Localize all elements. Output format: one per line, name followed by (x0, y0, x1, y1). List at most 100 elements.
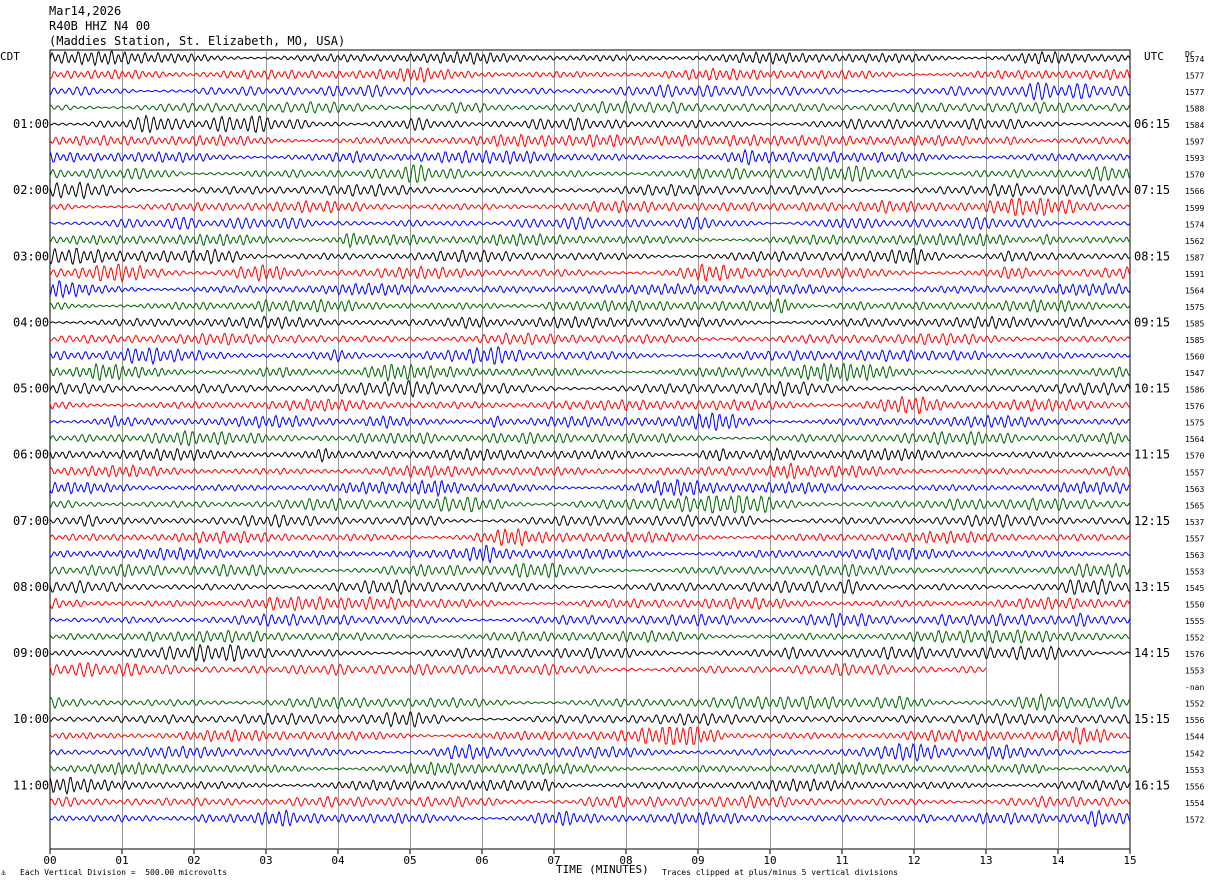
left-hour-label: 02:00 (13, 183, 49, 197)
left-hour-label: 09:00 (13, 646, 49, 660)
dc-offset-label: 1556 (1185, 716, 1204, 725)
dc-offset-label: 1555 (1185, 617, 1204, 626)
x-tick-label: 09 (691, 854, 704, 867)
x-tick-label: 05 (403, 854, 416, 867)
dc-offset-label: 1563 (1185, 551, 1204, 560)
left-hour-label: 03:00 (13, 249, 49, 263)
seismic-trace (49, 380, 1131, 398)
left-hour-label: 08:00 (13, 580, 49, 594)
footer-corner-mark: ⚓ (1, 868, 6, 877)
dc-offset-label: 1564 (1185, 286, 1204, 295)
dc-offset-label: 1554 (1185, 799, 1204, 808)
seismic-trace (49, 114, 1131, 134)
dc-offset-label: 1575 (1185, 419, 1204, 428)
dc-offset-label: 1588 (1185, 105, 1204, 114)
seismic-trace (49, 578, 1131, 596)
dc-offset-label: 1562 (1185, 237, 1204, 246)
seismic-trace (49, 263, 1131, 283)
seismic-trace (49, 794, 1131, 809)
x-tick-label: 04 (331, 854, 345, 867)
seismic-trace (49, 429, 1131, 447)
x-axis-label: TIME (MINUTES) (556, 863, 649, 876)
left-hour-label: 06:00 (13, 448, 49, 462)
x-tick-label: 15 (1123, 854, 1136, 867)
seismic-trace (49, 513, 1131, 529)
dc-offset-label: 1577 (1185, 72, 1204, 81)
seismic-trace (49, 809, 1131, 828)
seismic-trace (49, 315, 1131, 330)
seismic-trace (49, 148, 1131, 166)
dc-offset-label: 1553 (1185, 766, 1204, 775)
right-hour-label: 07:15 (1134, 183, 1170, 197)
seismic-trace (49, 742, 1131, 762)
seismic-trace (49, 197, 1131, 217)
x-tick-label: 02 (187, 854, 200, 867)
right-hour-label: 08:15 (1134, 249, 1170, 263)
seismic-trace (49, 661, 987, 678)
dc-offset-label: 1537 (1185, 518, 1204, 527)
x-tick-label: 11 (835, 854, 848, 867)
dc-offset-label: 1585 (1185, 319, 1204, 328)
dc-offset-label: 1557 (1185, 468, 1204, 477)
left-hour-label: 10:00 (13, 712, 49, 726)
dc-offset-label: 1545 (1185, 584, 1204, 593)
dc-offset-label: 1577 (1185, 88, 1204, 97)
dc-offset-label: 1586 (1185, 386, 1204, 395)
seismic-trace (49, 447, 1131, 463)
plot-frame (49, 49, 1131, 850)
x-tick-label: 03 (259, 854, 272, 867)
seismic-trace (49, 412, 1131, 432)
header-station-code: R40B HHZ N4 00 (49, 19, 151, 33)
seismic-trace (49, 332, 1131, 346)
seismic-trace (49, 595, 1131, 612)
seismic-trace (49, 216, 1131, 231)
dc-offset-label: 1574 (1185, 220, 1204, 229)
left-hour-label: 05:00 (13, 382, 49, 396)
seismic-trace (49, 527, 1131, 548)
right-hour-label: 10:15 (1134, 382, 1170, 396)
left-hour-label: 04:00 (13, 315, 49, 329)
dc-offset-label: 1564 (1185, 435, 1204, 444)
seismic-trace (49, 643, 1131, 663)
right-hour-label: 11:15 (1134, 448, 1170, 462)
dc-offset-label: 1584 (1185, 121, 1204, 130)
dc-offset-label: 1552 (1185, 700, 1204, 709)
seismic-trace (49, 163, 1131, 183)
dc-offset-label: 1547 (1185, 369, 1204, 378)
right-hour-label: 13:15 (1134, 580, 1170, 594)
x-tick-label: 12 (907, 854, 920, 867)
left-hour-label: 11:00 (13, 778, 49, 792)
dc-offset-label: 1585 (1185, 336, 1204, 345)
left-timezone-label: CDT (0, 50, 20, 63)
seismic-trace (49, 726, 1131, 746)
dc-offset-label: 1563 (1185, 485, 1204, 494)
left-hour-label: 01:00 (13, 117, 49, 131)
dc-offset-label: 1566 (1185, 187, 1204, 196)
footer-scale-note: Each Vertical Division = 500.00 microvol… (20, 868, 228, 877)
right-hour-label: 16:15 (1134, 778, 1170, 792)
right-hour-label: 06:15 (1134, 117, 1170, 131)
dc-offset-label: 1550 (1185, 600, 1204, 609)
seismic-trace (49, 544, 1131, 564)
right-hour-label: 09:15 (1134, 315, 1170, 329)
seismic-trace (49, 247, 1131, 266)
seismic-trace (49, 629, 1131, 644)
dc-offset-label: 1575 (1185, 303, 1204, 312)
x-tick-label: 00 (43, 854, 56, 867)
x-tick-label: 07 (547, 854, 560, 867)
dc-offset-label: 1542 (1185, 749, 1204, 758)
dc-offset-label: 1556 (1185, 782, 1204, 791)
dc-offset-label: 1576 (1185, 402, 1204, 411)
seismic-trace (49, 395, 1131, 415)
x-tick-label: 08 (619, 854, 632, 867)
seismic-trace (49, 100, 1131, 115)
right-hour-label: 15:15 (1134, 712, 1170, 726)
x-tick-label: 10 (763, 854, 776, 867)
dc-offset-label: -nan (1185, 683, 1204, 692)
dc-offset-label: 1591 (1185, 270, 1204, 279)
seismic-trace (49, 181, 1131, 200)
seismic-trace (49, 50, 1131, 67)
seismic-trace (49, 776, 1131, 796)
seismic-trace (49, 280, 1131, 299)
dc-offset-label: 1552 (1185, 634, 1204, 643)
